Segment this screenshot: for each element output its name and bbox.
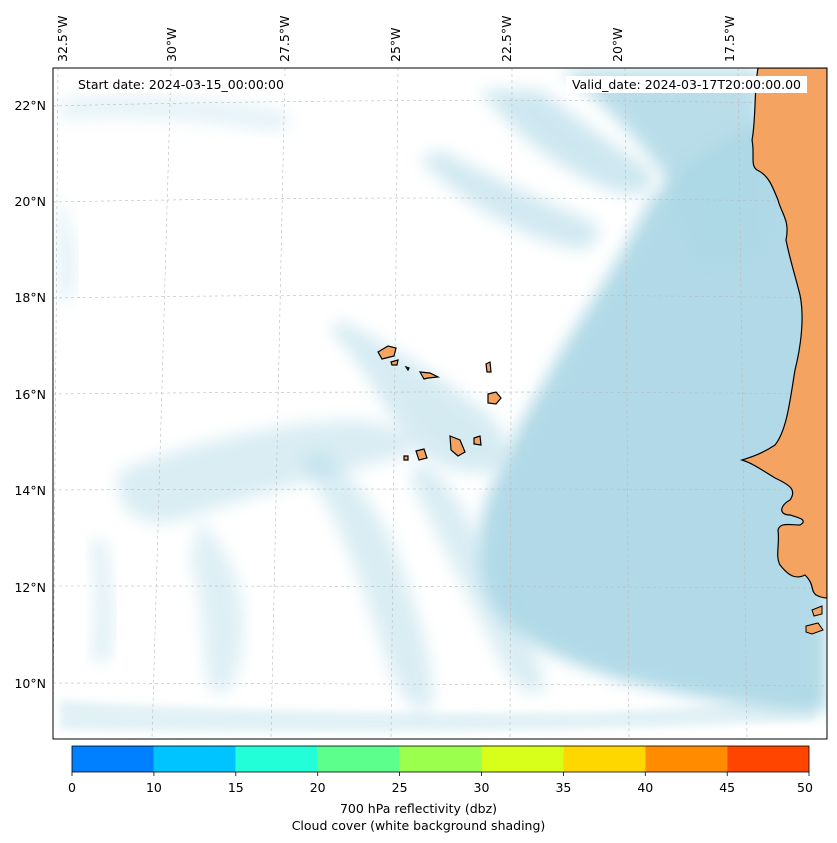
lat-label: 14°N	[14, 483, 46, 498]
latitude-labels: 22°N 20°N 18°N 16°N 14°N 12°N 10°N	[14, 98, 46, 691]
colorbar-tick-label: 15	[228, 780, 244, 795]
colorbar-tick-label: 0	[68, 780, 76, 795]
longitude-labels: 32.5°W 30°W 27.5°W 25°W 22.5°W 20°W 17.5…	[55, 16, 737, 62]
colorbar-segment	[481, 746, 564, 772]
colorbar-tick-label: 50	[797, 780, 813, 795]
colorbar-segment	[153, 746, 236, 772]
lon-label: 25°W	[388, 27, 403, 62]
lat-label: 20°N	[14, 194, 46, 209]
colorbar-title: 700 hPa reflectivity (dbz)	[339, 801, 498, 816]
colorbar-segment	[72, 746, 154, 772]
colorbar: 0 10 15 20 25 30 35 40 45 50	[68, 745, 813, 795]
colorbar-frame	[71, 745, 810, 773]
start-date-label: Start date: 2024-03-15_00:00:00	[72, 76, 290, 93]
colorbar-segment	[235, 746, 318, 772]
coast-island-south-1	[811, 605, 823, 617]
lon-label: 32.5°W	[55, 16, 70, 62]
colorbar-tick-label: 25	[392, 780, 408, 795]
coast-island-south-2	[805, 622, 824, 635]
gridlines	[53, 68, 827, 739]
african-coast-land	[740, 68, 827, 599]
colorbar-subtitle: Cloud cover (white background shading)	[291, 818, 546, 833]
lon-label: 22.5°W	[499, 16, 514, 62]
colorbar-tick-label: 20	[310, 780, 326, 795]
lat-label: 18°N	[14, 290, 46, 305]
lon-label: 20°W	[610, 27, 625, 62]
lat-label: 22°N	[14, 98, 46, 113]
colorbar-tick-label: 10	[146, 780, 162, 795]
colorbar-segment	[317, 746, 400, 772]
colorbar-tick-label: 30	[474, 780, 490, 795]
map-frame	[52, 67, 828, 740]
cape-verde-islands	[377, 345, 502, 461]
valid-date-label: Valid_date: 2024-03-17T20:00:00.00	[565, 76, 807, 93]
lon-label: 17.5°W	[722, 16, 737, 62]
colorbar-segment	[563, 746, 646, 772]
lat-label: 10°N	[14, 676, 46, 691]
lat-label: 16°N	[14, 387, 46, 402]
colorbar-tick-label: 40	[637, 780, 653, 795]
lon-label: 27.5°W	[277, 16, 292, 62]
lon-label: 30°W	[164, 27, 179, 62]
colorbar-segment	[399, 746, 482, 772]
cloud-cover-shading	[58, 70, 827, 732]
colorbar-segment	[727, 746, 809, 772]
colorbar-tick-label: 35	[555, 780, 571, 795]
colorbar-tick-label: 45	[719, 780, 735, 795]
lat-label: 12°N	[14, 580, 46, 595]
colorbar-segment	[645, 746, 728, 772]
